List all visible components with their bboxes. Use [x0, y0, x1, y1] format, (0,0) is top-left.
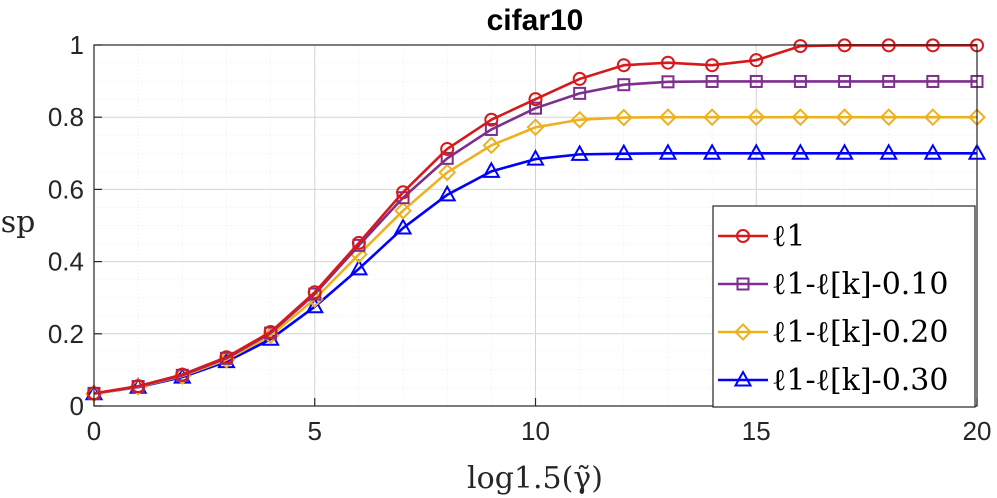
x-tick-label: 15: [742, 416, 771, 446]
data-point: [791, 108, 810, 127]
y-axis-label: sp: [1, 205, 36, 240]
series-line: [93, 44, 977, 395]
x-axis-label: log1.5(γ̃): [467, 461, 603, 496]
series-layer: [84, 38, 987, 403]
data-point: [394, 201, 412, 220]
data-point: [835, 108, 854, 127]
legend-label: ℓ1-ℓ[k]-0.10: [772, 267, 948, 302]
x-tick-label: 20: [963, 416, 992, 446]
legend-label: ℓ1: [772, 219, 805, 254]
data-point: [484, 122, 498, 136]
data-point: [570, 144, 589, 161]
data-point: [617, 78, 631, 92]
data-point: [747, 108, 766, 127]
data-point: [749, 53, 764, 68]
legend-label: ℓ1-ℓ[k]-0.20: [772, 315, 948, 350]
legend-marker: [736, 277, 750, 291]
data-point: [440, 151, 454, 165]
data-point: [484, 112, 499, 127]
series-line: [93, 115, 977, 396]
series-line: [93, 152, 977, 396]
data-point: [879, 108, 898, 127]
data-point: [570, 110, 589, 129]
legend-marker: [733, 369, 753, 387]
data-point: [616, 58, 631, 73]
data-point: [307, 285, 322, 300]
data-point: [835, 143, 854, 160]
tick-layer: 0 5 10 15 20 0 0.2 0.4 0.6 0.8 1: [48, 30, 992, 446]
legend-marker: [736, 229, 750, 243]
data-point: [705, 58, 720, 73]
legend-entry: ℓ1: [718, 219, 805, 254]
x-tick-label: 0: [87, 416, 101, 446]
y-tick-label: 0.2: [48, 319, 84, 349]
data-point: [791, 143, 810, 160]
y-tick-label: 0: [70, 391, 84, 421]
legend: ℓ1 ℓ1-ℓ[k]-0.10 ℓ1-ℓ[k]-0.20 ℓ1-ℓ[k]-0.30: [712, 205, 976, 408]
data-point: [351, 235, 366, 250]
data-point: [659, 108, 677, 127]
legend-label: ℓ1-ℓ[k]-0.30: [772, 363, 948, 398]
data-point: [658, 143, 678, 160]
data-point: [702, 143, 722, 160]
data-point: [526, 149, 545, 166]
x-tick-label: 5: [308, 416, 322, 446]
data-point: [614, 108, 633, 127]
data-point: [661, 75, 675, 89]
data-point: [393, 217, 413, 235]
y-tick-label: 0.4: [48, 247, 84, 277]
data-point: [705, 74, 719, 88]
data-point: [440, 141, 455, 156]
data-point: [305, 296, 324, 314]
data-point: [528, 92, 543, 107]
data-point: [482, 136, 501, 155]
data-point: [482, 161, 501, 178]
data-point: [438, 163, 457, 182]
legend-entry: ℓ1-ℓ[k]-0.10: [718, 267, 948, 302]
data-point: [926, 74, 940, 88]
y-tick-label: 0.6: [48, 174, 84, 204]
data-point: [703, 108, 722, 127]
data-point: [882, 74, 896, 88]
y-tick-label: 0.8: [48, 102, 84, 132]
data-point: [923, 108, 942, 127]
x-tick-label: 10: [521, 416, 550, 446]
data-point: [572, 71, 587, 86]
data-point: [529, 101, 542, 115]
data-point: [879, 143, 898, 160]
legend-entry: ℓ1-ℓ[k]-0.30: [718, 363, 948, 398]
data-point: [749, 74, 763, 88]
data-point: [747, 143, 766, 160]
y-tick-label: 1: [70, 30, 84, 60]
data-point: [396, 185, 411, 200]
data-point: [175, 367, 190, 382]
data-point: [131, 379, 146, 394]
legend-marker: [734, 323, 752, 341]
data-point: [793, 74, 807, 88]
series-circle: [87, 38, 984, 401]
data-point: [614, 143, 633, 161]
data-point: [219, 350, 234, 365]
chart-title: cifar10: [487, 4, 584, 37]
data-point: [573, 86, 587, 100]
data-point: [660, 55, 675, 70]
data-point: [349, 258, 369, 276]
data-point: [838, 74, 852, 88]
data-point: [526, 118, 545, 137]
data-point: [793, 39, 808, 54]
legend-entry: ℓ1-ℓ[k]-0.20: [718, 315, 948, 350]
legend-box: [712, 205, 976, 408]
data-point: [263, 324, 278, 339]
data-point: [923, 143, 943, 160]
data-point: [438, 184, 457, 202]
